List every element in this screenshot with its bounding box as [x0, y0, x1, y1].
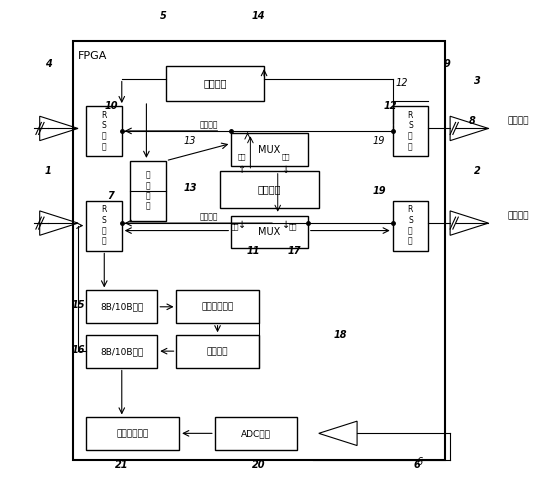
Text: MUX: MUX [258, 145, 280, 155]
Text: R
S
驱
动: R S 驱 动 [408, 205, 413, 245]
FancyBboxPatch shape [393, 201, 428, 250]
Text: 转发缓存: 转发缓存 [203, 79, 227, 89]
Text: ↑: ↑ [238, 165, 246, 175]
Text: 12: 12 [383, 101, 397, 111]
Text: 7: 7 [107, 191, 114, 201]
FancyBboxPatch shape [73, 41, 444, 460]
FancyBboxPatch shape [231, 215, 308, 248]
Text: 6: 6 [414, 460, 421, 470]
FancyBboxPatch shape [86, 106, 122, 156]
Text: 18: 18 [334, 330, 348, 340]
Text: 12: 12 [395, 78, 408, 88]
Text: 21: 21 [115, 460, 129, 470]
Text: 17: 17 [288, 245, 301, 256]
FancyBboxPatch shape [177, 291, 258, 323]
Text: 19: 19 [372, 186, 386, 196]
FancyBboxPatch shape [86, 335, 157, 368]
Text: 数据通道: 数据通道 [508, 116, 529, 125]
FancyBboxPatch shape [166, 66, 264, 101]
Text: 时钟模块: 时钟模块 [258, 184, 281, 194]
Text: R
S
驱
动: R S 驱 动 [101, 111, 107, 151]
Text: FPGA: FPGA [78, 51, 107, 61]
Text: 14: 14 [252, 12, 265, 22]
Text: 5: 5 [160, 12, 166, 22]
Text: ↓: ↓ [282, 220, 290, 230]
Text: 命令通道: 命令通道 [508, 211, 529, 220]
Text: 驱动时钟: 驱动时钟 [200, 212, 218, 221]
Text: 11: 11 [246, 245, 260, 256]
Text: 命令解析: 命令解析 [207, 347, 228, 356]
Text: R
S
驱
动: R S 驱 动 [101, 205, 107, 245]
Text: R
S
驱
动: R S 驱 动 [408, 111, 413, 151]
Text: ↓: ↓ [282, 165, 290, 175]
Text: 16: 16 [72, 345, 85, 355]
Text: MUX: MUX [258, 227, 280, 237]
FancyBboxPatch shape [221, 171, 319, 208]
Text: ADC驱动: ADC驱动 [241, 429, 271, 438]
FancyBboxPatch shape [86, 201, 122, 250]
Text: 10: 10 [104, 101, 118, 111]
Text: 1: 1 [45, 166, 51, 176]
Text: 8B/10B解码: 8B/10B解码 [100, 302, 144, 311]
FancyBboxPatch shape [130, 161, 166, 220]
Text: 2: 2 [474, 166, 481, 176]
Text: 9: 9 [444, 59, 451, 69]
Text: 低速: 低速 [282, 153, 290, 160]
Text: 8: 8 [469, 116, 475, 126]
Text: 3: 3 [474, 76, 481, 86]
FancyBboxPatch shape [86, 417, 179, 450]
FancyBboxPatch shape [231, 133, 308, 166]
Text: 15: 15 [72, 300, 85, 310]
Text: 驱动时钟: 驱动时钟 [200, 120, 218, 129]
Text: 高速: 高速 [231, 223, 239, 229]
Text: 8B/10B编码: 8B/10B编码 [100, 347, 144, 356]
Text: 6: 6 [417, 457, 423, 467]
FancyBboxPatch shape [393, 106, 428, 156]
Text: 13: 13 [184, 136, 196, 146]
Text: 本地数据缓存: 本地数据缓存 [117, 429, 149, 438]
Text: 19: 19 [373, 136, 385, 146]
Text: 本地命令缓存: 本地命令缓存 [201, 302, 234, 311]
Text: 13: 13 [184, 183, 197, 193]
Text: 20: 20 [252, 460, 265, 470]
Text: 转
发
缓
存: 转 发 缓 存 [145, 171, 150, 211]
Text: 高速: 高速 [238, 153, 246, 160]
Text: 低速: 低速 [289, 223, 297, 229]
FancyBboxPatch shape [215, 417, 297, 450]
FancyBboxPatch shape [86, 291, 157, 323]
Text: 4: 4 [45, 59, 51, 69]
Text: ↓: ↓ [238, 220, 246, 230]
FancyBboxPatch shape [177, 335, 258, 368]
